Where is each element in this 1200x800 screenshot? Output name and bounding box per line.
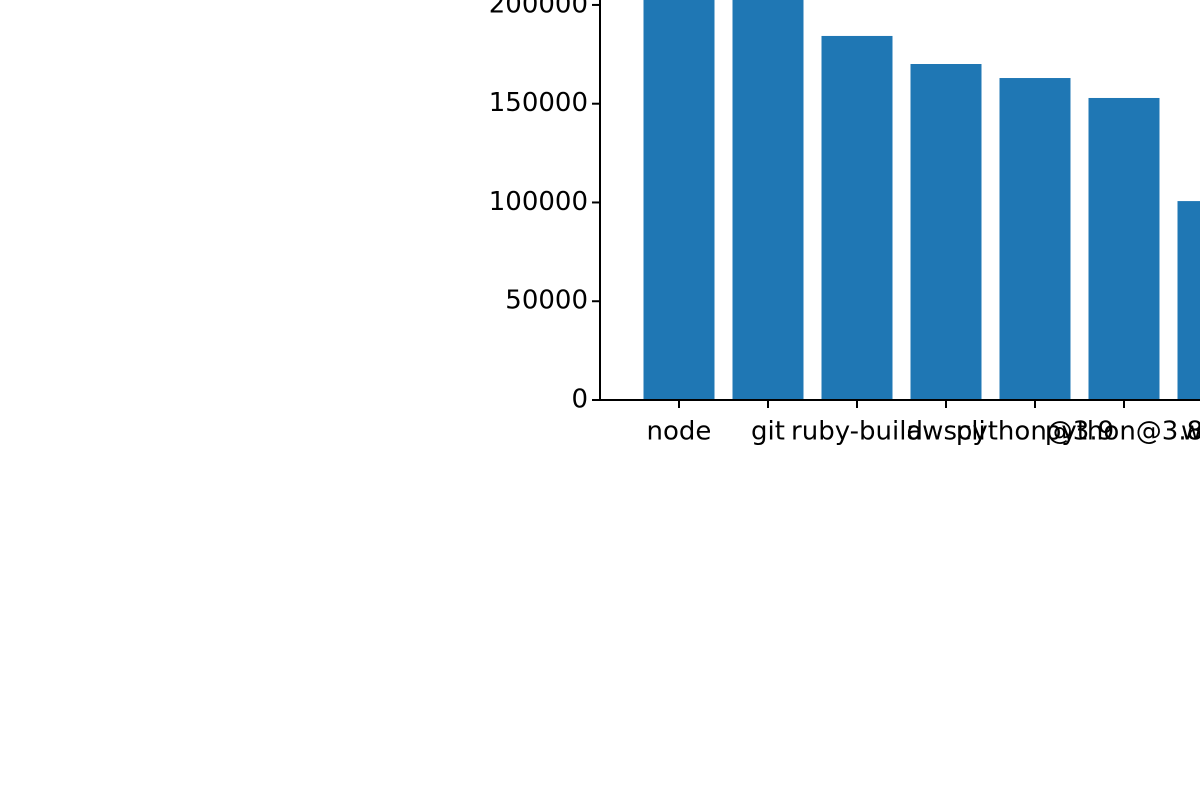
y-tick-label: 0	[571, 385, 588, 415]
x-tick-label: awscli	[906, 417, 986, 447]
x-tick-label: node	[647, 417, 712, 447]
x-tick-label: ruby-build	[791, 417, 923, 447]
x-tick-label: python@3.9	[956, 417, 1114, 447]
x-tick-label: git	[751, 417, 785, 447]
x-tick-label: python@3.8	[1045, 417, 1200, 447]
bar	[732, 0, 804, 400]
bar	[643, 0, 715, 400]
y-tick-label: 150000	[489, 88, 588, 118]
bar	[999, 78, 1071, 400]
bar	[1177, 201, 1200, 400]
x-tick-label: wget	[1181, 417, 1200, 447]
y-tick-label: 200000	[489, 0, 588, 19]
bar	[1088, 97, 1160, 400]
bar	[910, 64, 982, 400]
y-tick-label: 50000	[505, 286, 588, 316]
bar	[821, 35, 893, 400]
y-tick-label: 100000	[489, 187, 588, 217]
